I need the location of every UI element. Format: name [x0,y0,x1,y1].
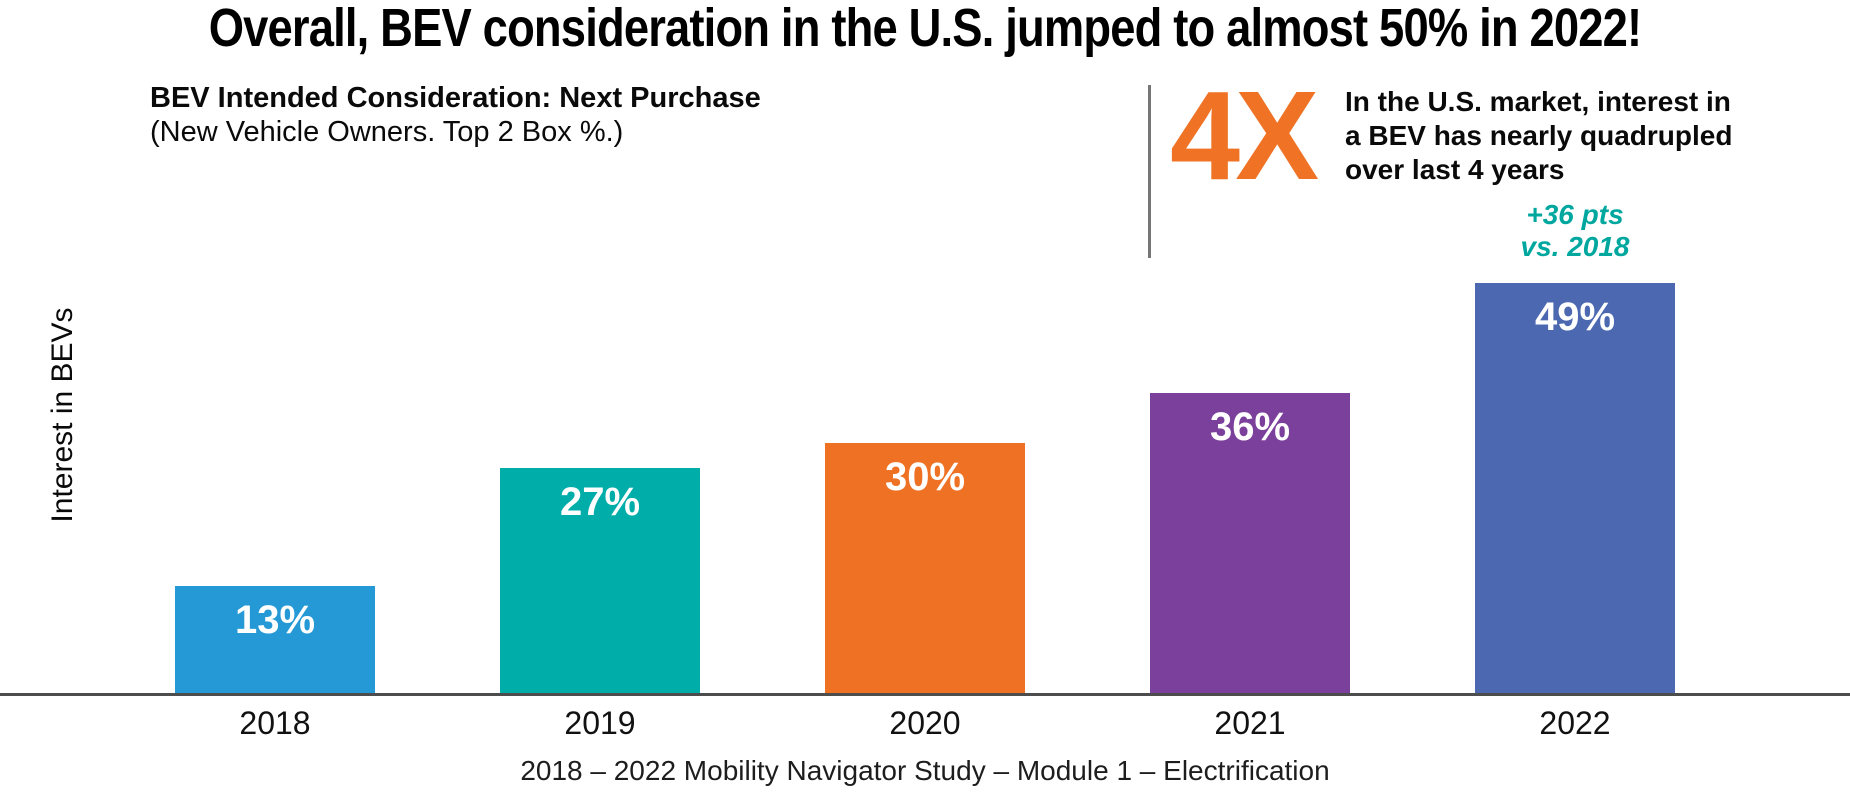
bar-2020: 30% [825,443,1025,695]
bar-value-label-2019: 27% [559,480,641,524]
delta-note: +36 pts vs. 2018 [1520,199,1630,262]
source-footnote: 2018 – 2022 Mobility Navigator Study – M… [520,755,1330,786]
callout-text: In the U.S. market, interest in a BEV ha… [1345,86,1733,185]
chart-subtitle: BEV Intended Consideration: Next Purchas… [150,81,761,149]
chart-subtitle-line1: BEV Intended Consideration: Next Purchas… [150,82,761,114]
bar-value-label-2018: 13% [234,598,316,642]
x-tick-label-2022: 2022 [1539,705,1611,741]
bar-value-label-2021: 36% [1209,405,1291,449]
quadruple-callout: 4X [1170,65,1319,206]
x-tick-label-2020: 2020 [889,705,961,741]
chart-subtitle-line2: (New Vehicle Owners. Top 2 Box %.) [150,116,624,148]
bar-value-label-2020: 30% [884,455,966,499]
bar-2019: 27% [500,468,700,695]
bar-2022: 49% [1475,283,1675,695]
x-axis-line [0,693,1850,696]
x-tick-label-2018: 2018 [239,705,311,741]
vertical-divider [1148,85,1151,258]
bar-2021: 36% [1150,393,1350,695]
x-tick-label-2019: 2019 [564,705,636,741]
x-tick-label-2021: 2021 [1214,705,1286,741]
page-title: Overall, BEV consideration in the U.S. j… [208,0,1642,58]
bar-2018: 13% [175,586,375,695]
bar-value-label-2022: 49% [1534,295,1616,339]
